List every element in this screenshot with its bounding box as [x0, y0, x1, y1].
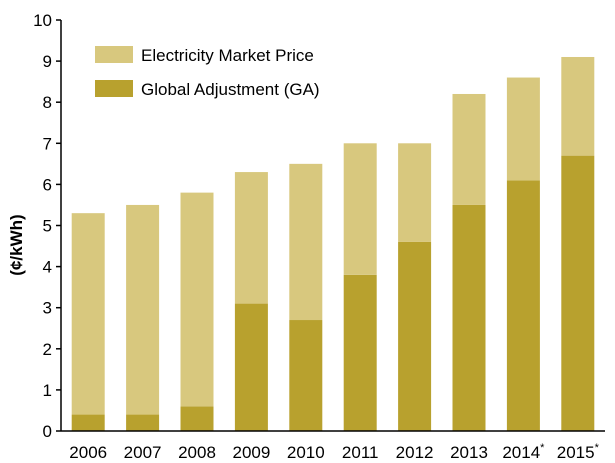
x-tick-label: 2010: [287, 443, 325, 462]
y-tick-label: 2: [43, 340, 52, 359]
bar-global-adjustment: [235, 304, 268, 431]
y-axis-label: (¢/kWh): [7, 214, 26, 275]
y-tick-label: 3: [43, 299, 52, 318]
x-tick-label: 2015*: [557, 442, 600, 462]
x-tick-label: 2009: [232, 443, 270, 462]
bar-market-price: [72, 213, 105, 414]
y-tick-label: 7: [43, 134, 52, 153]
x-tick-footnote-mark: *: [595, 442, 600, 454]
y-ticks-group: 0 1 2 3 4 5 6 7 8 9 10: [33, 11, 61, 441]
bar-global-adjustment: [289, 320, 322, 431]
y-tick-label: 4: [43, 258, 52, 277]
bar-market-price: [398, 143, 431, 242]
bar-global-adjustment: [507, 180, 540, 431]
bar-global-adjustment: [398, 242, 431, 431]
y-tick-label: 8: [43, 93, 52, 112]
bars-group: [72, 57, 595, 431]
bar-market-price: [289, 164, 322, 320]
y-tick-label: 9: [43, 52, 52, 71]
bar-global-adjustment: [72, 415, 105, 431]
y-tick-label: 5: [43, 217, 52, 236]
bar-market-price: [235, 172, 268, 304]
bar-market-price: [126, 205, 159, 415]
bar-market-price: [181, 193, 214, 407]
bar-market-price: [344, 143, 377, 275]
y-tick-label: 1: [43, 381, 52, 400]
bar-global-adjustment: [181, 406, 214, 431]
x-tick-label: 2008: [178, 443, 216, 462]
y-tick-label: 10: [33, 11, 52, 30]
legend-label-market-price: Electricity Market Price: [141, 46, 314, 65]
bar-market-price: [453, 94, 486, 205]
legend-swatch-global-adjustment: [95, 80, 133, 97]
x-tick-label: 2006: [69, 443, 107, 462]
y-tick-label: 0: [43, 422, 52, 441]
legend-swatch-market-price: [95, 46, 133, 63]
bar-global-adjustment: [453, 205, 486, 431]
bar-global-adjustment: [126, 415, 159, 431]
bar-global-adjustment: [561, 156, 594, 431]
bar-market-price: [561, 57, 594, 156]
legend-label-global-adjustment: Global Adjustment (GA): [141, 80, 320, 99]
x-tick-label: 2014*: [502, 442, 545, 462]
x-ticks-group: 2006 2007 2008 2009 2010 2011 2012 2013 2014* 201…: [69, 442, 599, 462]
y-tick-label: 6: [43, 175, 52, 194]
x-tick-label: 2013: [450, 443, 488, 462]
bar-global-adjustment: [344, 275, 377, 431]
x-tick-label: 2007: [124, 443, 162, 462]
x-tick-label: 2011: [342, 443, 379, 462]
x-tick-footnote-mark: *: [540, 442, 545, 454]
bar-market-price: [507, 78, 540, 181]
legend: Electricity Market Price Global Adjustme…: [95, 46, 320, 99]
x-tick-label: 2012: [396, 443, 434, 462]
